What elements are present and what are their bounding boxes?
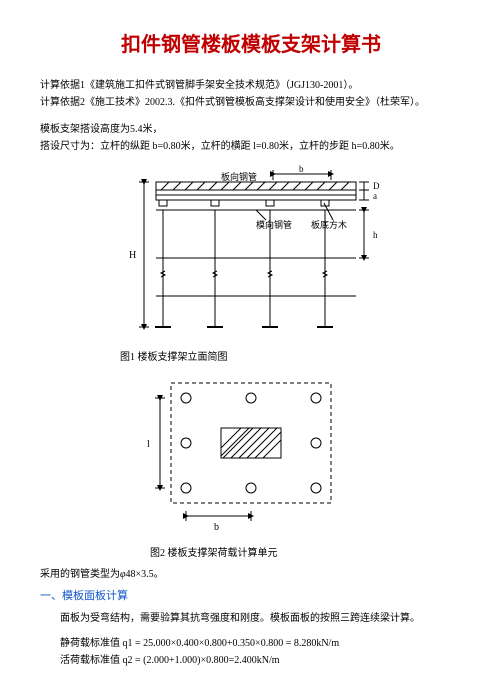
label-b2: b (214, 522, 219, 533)
label-l: l (147, 439, 150, 450)
figure-1-caption: 图1 楼板支撑架立面简图 (120, 350, 462, 365)
height-line-2: 搭设尺寸为：立杆的纵距 b=0.80米，立杆的横距 l=0.80米，立杆的步距 … (40, 139, 462, 154)
label-a: a (373, 191, 377, 201)
static-load: 静荷载标准值 q1 = 25.000×0.400×0.800+0.350×0.8… (60, 636, 462, 651)
label-timber: 板底方木 (311, 219, 347, 230)
label-D: D (373, 181, 380, 191)
label-b: b (299, 164, 304, 174)
figure-2-caption: 图2 楼板支撑架荷载计算单元 (150, 546, 462, 561)
height-line-1: 模板支架搭设高度为5.4米， (40, 122, 462, 137)
label-cross-pipe: 模向钢管 (256, 219, 292, 230)
pipe-suffix: 48×3.5。 (126, 569, 164, 580)
basis-2: 计算依据2《施工技术》2002.3.《扣件式钢管模板高支撑架设计和使用安全》（杜… (40, 95, 462, 110)
page-title: 扣件钢管楼板模板支架计算书 (40, 30, 462, 60)
pipe-type: 采用的钢管类型为φ48×3.5。 (40, 567, 462, 582)
label-H: H (129, 250, 136, 261)
section-1-body: 面板为受弯结构，需要验算其抗弯强度和刚度。模板面板的按照三跨连续梁计算。 (60, 611, 462, 626)
section-1-title: 一、模板面板计算 (40, 588, 462, 605)
live-load: 活荷载标准值 q2 = (2.000+1.000)×0.800=2.400kN/… (60, 653, 462, 668)
label-h: h (373, 230, 378, 240)
pipe-prefix: 采用的钢管类型为 (40, 569, 120, 580)
figure-1: b 板向钢管 模向钢管 (101, 162, 401, 342)
label-top-pipe: 板向钢管 (221, 171, 257, 182)
figure-2: l b (141, 373, 361, 538)
basis-1: 计算依据1《建筑施工扣件式钢管脚手架安全技术规范》（JGJ130-2001）。 (40, 78, 462, 93)
